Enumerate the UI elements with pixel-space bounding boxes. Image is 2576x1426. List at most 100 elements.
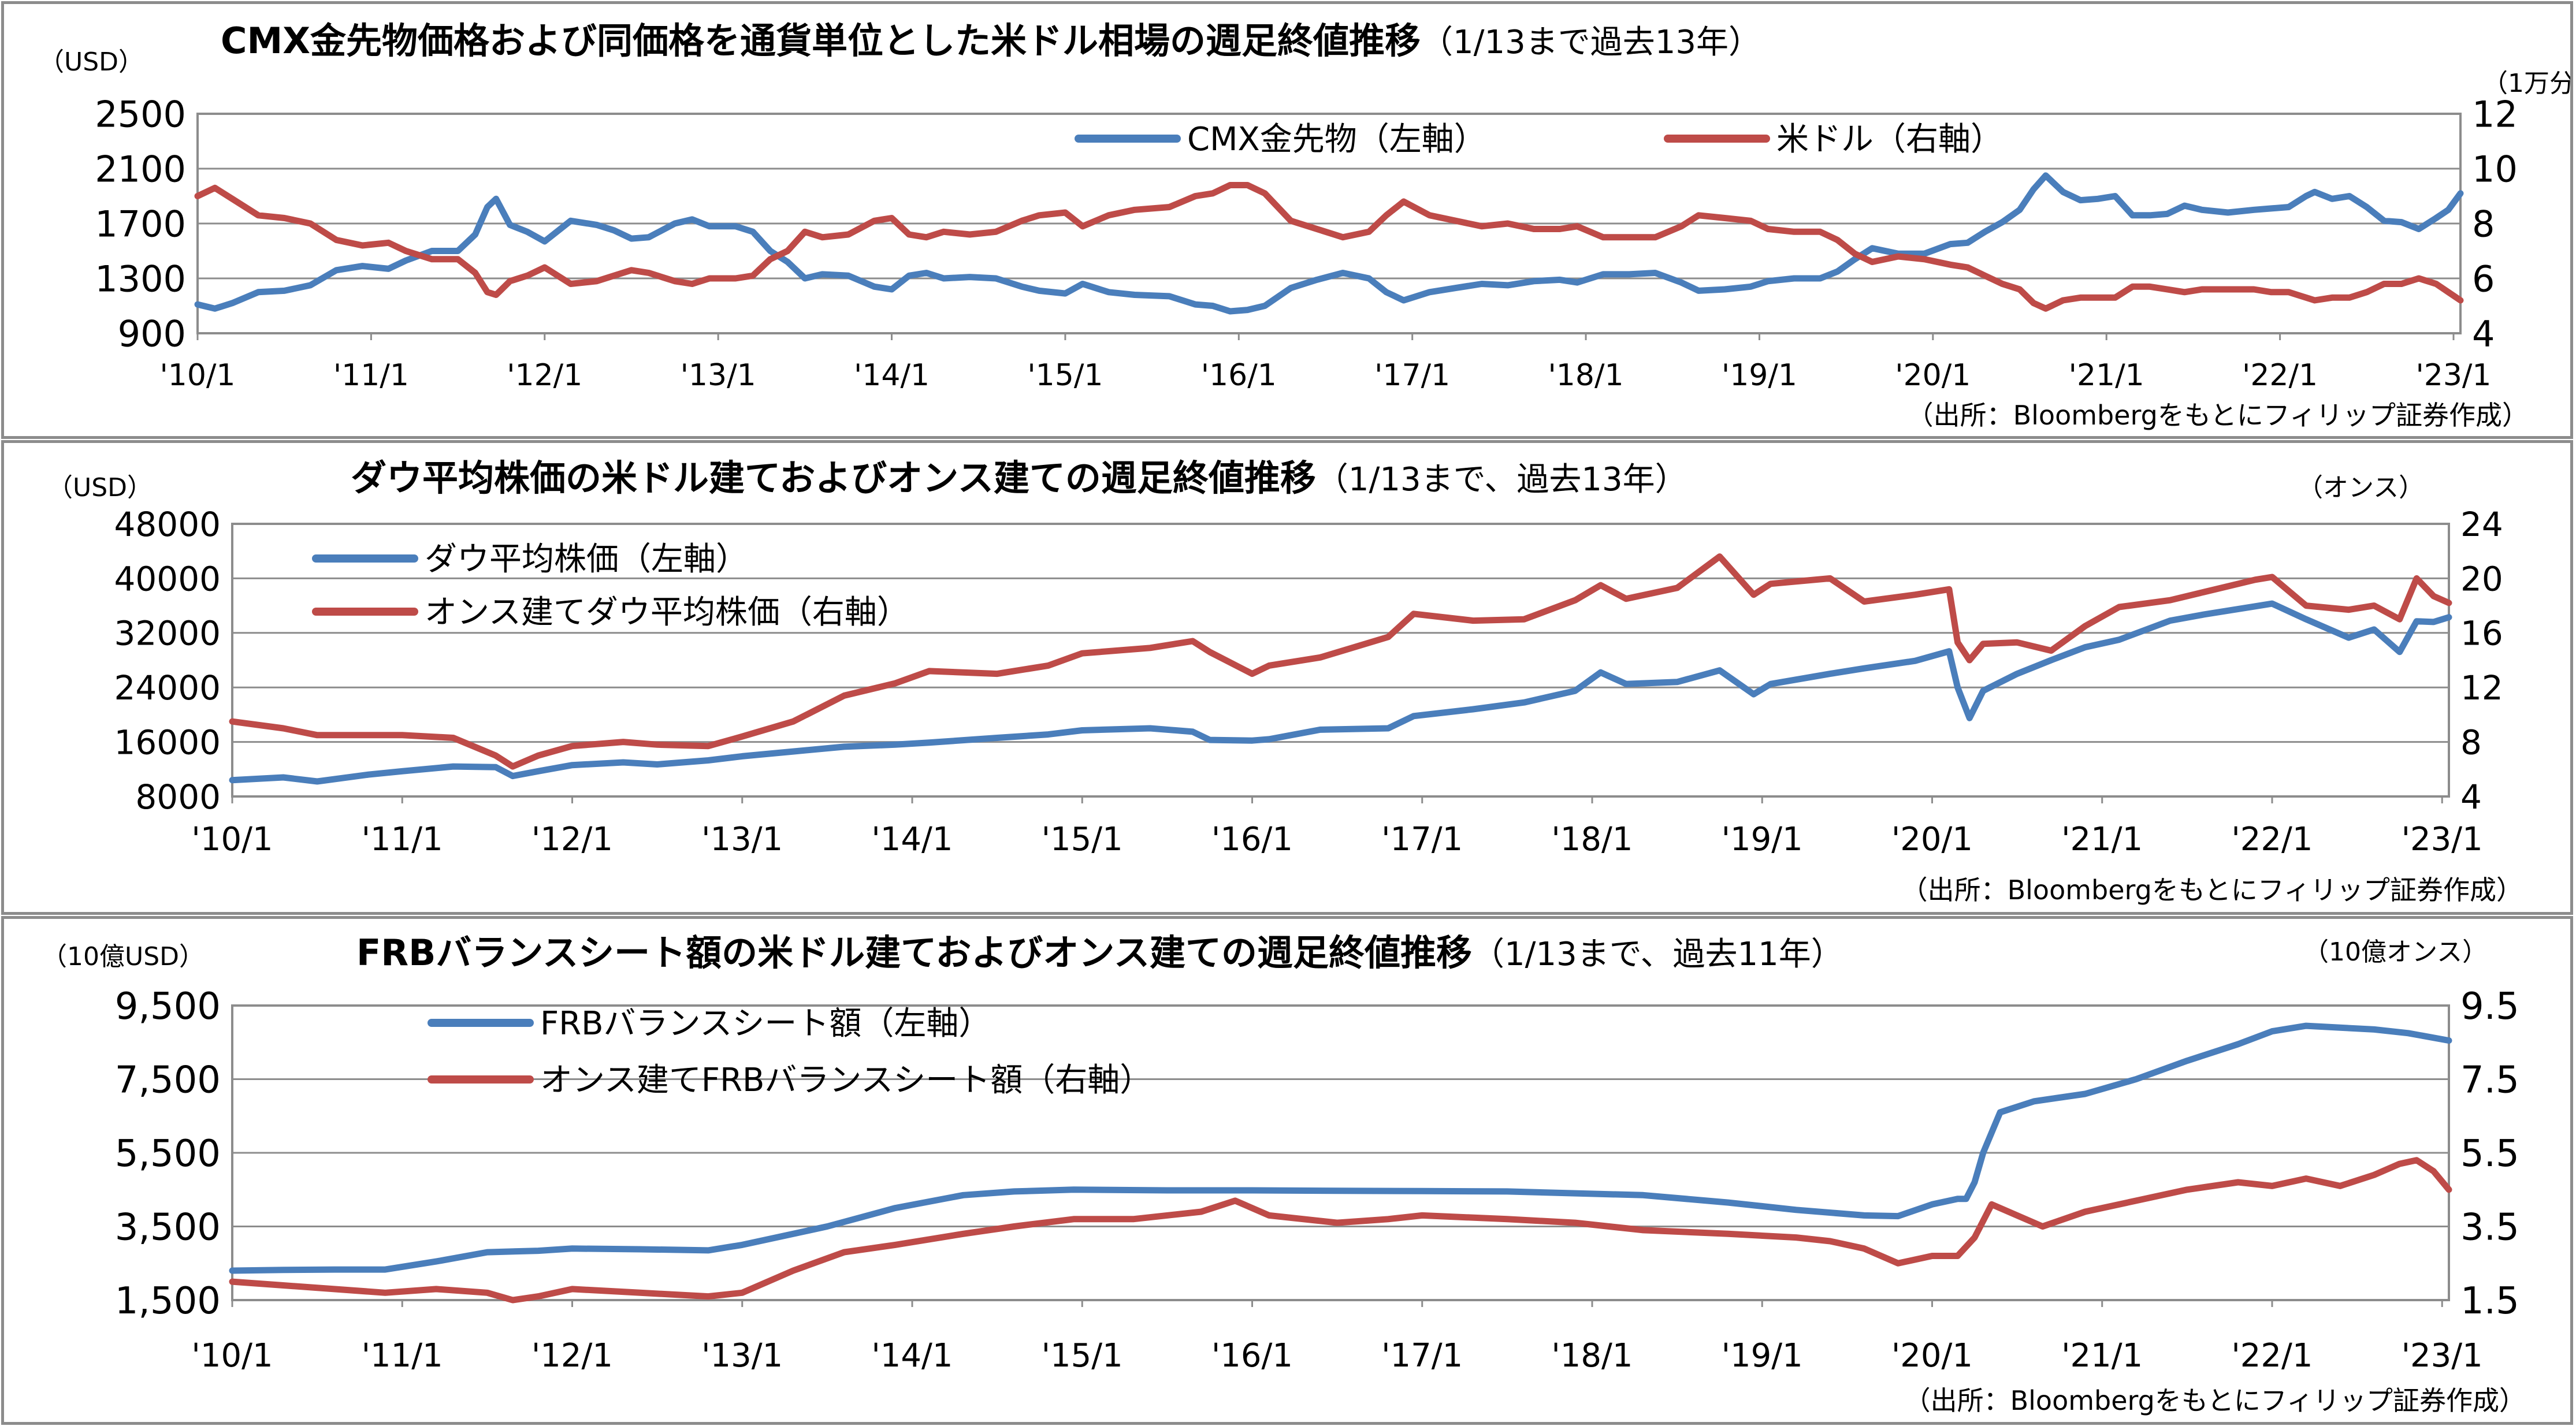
x-tick-label: '15/1 — [1042, 821, 1123, 858]
x-tick-label: '19/1 — [1722, 1337, 1803, 1375]
legend-label: FRBバランスシート額（左軸） — [540, 1005, 991, 1042]
x-tick-label: '13/1 — [701, 1337, 783, 1375]
right-tick-label: 12 — [2472, 93, 2518, 135]
chart-title: ダウ平均株価の米ドル建ておよびオンス建ての週足終値推移（1/13まで、過去13年… — [351, 457, 1687, 499]
left-tick-label: 8000 — [135, 777, 221, 817]
right-tick-label: 12 — [2460, 668, 2503, 708]
source-note: （出所：Bloombergをもとにフィリップ証券作成） — [1904, 1385, 2526, 1416]
series-line-left — [229, 600, 2452, 785]
x-tick-label: '11/1 — [362, 821, 443, 858]
chart-title-main: CMX金先物価格および同価格を通貨単位とした米ドル相場の週足終値推移 — [221, 20, 1421, 62]
left-tick-label: 1700 — [95, 203, 186, 245]
x-tick-label: '13/1 — [681, 358, 756, 393]
left-tick-label: 3,500 — [115, 1207, 221, 1249]
x-tick-label: '16/1 — [1211, 1337, 1293, 1375]
x-tick-label: '17/1 — [1374, 358, 1450, 393]
right-tick-label: 7.5 — [2460, 1059, 2519, 1102]
x-tick-label: '14/1 — [871, 821, 953, 858]
right-tick-label: 1.5 — [2460, 1280, 2519, 1323]
x-tick-label: '10/1 — [191, 1337, 273, 1375]
x-tick-label: '12/1 — [507, 358, 582, 393]
x-tick-label: '11/1 — [333, 358, 409, 393]
x-tick-label: '15/1 — [1027, 358, 1103, 393]
legend-label: CMX金先物（左軸） — [1187, 121, 1486, 158]
legend-label: ダウ平均株価（左軸） — [425, 541, 748, 578]
series-line-right — [229, 1157, 2452, 1304]
series-line-left — [194, 172, 2464, 315]
chart-title: FRBバランスシート額の米ドル建ておよびオンス建ての週足終値推移（1/13まで、… — [356, 932, 1843, 974]
gold-usd-chart: CMX金先物価格および同価格を通貨単位とした米ドル相場の週足終値推移（1/13ま… — [39, 20, 2570, 431]
left-tick-label: 7,500 — [115, 1059, 221, 1102]
x-tick-label: '22/1 — [2231, 1337, 2313, 1375]
chart-subtitle: （1/13まで過去13年） — [1421, 24, 1761, 61]
x-tick-label: '11/1 — [362, 1337, 443, 1375]
right-axis-unit: （オンス） — [2298, 473, 2424, 502]
x-tick-label: '12/1 — [531, 821, 613, 858]
x-tick-label: '16/1 — [1211, 821, 1293, 858]
series-line-right — [194, 182, 2464, 312]
right-tick-label: 3.5 — [2460, 1207, 2519, 1249]
x-tick-label: '19/1 — [1722, 358, 1797, 393]
x-tick-label: '23/1 — [2402, 821, 2483, 858]
frb-panel: FRBバランスシート額の米ドル建ておよびオンス建ての週足終値推移（1/13まで、… — [1, 916, 2573, 1425]
left-tick-label: 2500 — [95, 93, 186, 135]
x-tick-label: '14/1 — [871, 1337, 953, 1375]
right-tick-label: 4 — [2460, 777, 2482, 817]
x-tick-label: '22/1 — [2231, 821, 2313, 858]
x-tick-label: '13/1 — [701, 821, 783, 858]
x-tick-label: '10/1 — [159, 358, 235, 393]
series-line-left — [229, 1022, 2452, 1274]
x-tick-label: '18/1 — [1551, 1337, 1633, 1375]
left-tick-label: 24000 — [114, 668, 221, 708]
right-axis-unit: （10億オンス） — [2303, 937, 2488, 967]
right-tick-label: 5.5 — [2460, 1133, 2519, 1175]
left-tick-label: 48000 — [114, 505, 221, 544]
left-axis-unit: （10億USD） — [42, 942, 205, 971]
x-tick-label: '15/1 — [1042, 1337, 1123, 1375]
x-tick-label: '23/1 — [2402, 1337, 2483, 1375]
right-tick-label: 9.5 — [2460, 985, 2519, 1028]
left-tick-label: 40000 — [114, 559, 221, 598]
right-tick-label: 8 — [2472, 203, 2495, 245]
plot-area — [231, 523, 2450, 798]
left-axis-unit: （USD） — [39, 47, 144, 77]
legend-label: 米ドル（右軸） — [1776, 121, 2003, 158]
x-tick-label: '21/1 — [2061, 1337, 2143, 1375]
chart-subtitle: （1/13まで、過去11年） — [1472, 936, 1843, 973]
right-tick-label: 20 — [2460, 559, 2503, 598]
legend-label: オンス建てダウ平均株価（右軸） — [425, 594, 909, 631]
dow-chart: ダウ平均株価の米ドル建ておよびオンス建ての週足終値推移（1/13まで、過去13年… — [47, 457, 2523, 906]
left-tick-label: 1,500 — [115, 1280, 221, 1323]
x-tick-label: '20/1 — [1891, 1337, 1973, 1375]
frb-balance-chart: FRBバランスシート額の米ドル建ておよびオンス建ての週足終値推移（1/13まで、… — [42, 932, 2526, 1416]
x-tick-label: '21/1 — [2061, 821, 2143, 858]
series-line-right — [229, 553, 2452, 770]
left-tick-label: 9,500 — [115, 985, 221, 1028]
x-tick-label: '17/1 — [1381, 821, 1463, 858]
left-tick-label: 1300 — [95, 258, 186, 300]
chart-title-main: ダウ平均株価の米ドル建ておよびオンス建ての週足終値推移 — [351, 457, 1316, 499]
right-tick-label: 6 — [2472, 258, 2495, 300]
dow-panel: ダウ平均株価の米ドル建ておよびオンス建ての週足終値推移（1/13まで、過去13年… — [1, 440, 2573, 915]
legend-label: オンス建てFRBバランスシート額（右軸） — [540, 1062, 1152, 1099]
x-tick-label: '20/1 — [1891, 821, 1973, 858]
x-tick-label: '20/1 — [1895, 358, 1971, 393]
left-tick-label: 5,500 — [115, 1133, 221, 1175]
left-axis-unit: （USD） — [47, 473, 153, 502]
right-tick-label: 16 — [2460, 614, 2503, 653]
source-note: （出所：Bloombergをもとにフィリップ証券作成） — [1901, 874, 2523, 906]
left-tick-label: 2100 — [95, 148, 186, 190]
x-tick-label: '19/1 — [1722, 821, 1803, 858]
x-tick-label: '10/1 — [191, 821, 273, 858]
right-tick-label: 8 — [2460, 723, 2482, 762]
chart-title-main: FRBバランスシート額の米ドル建ておよびオンス建ての週足終値推移 — [356, 932, 1472, 974]
right-axis-unit: （1万分の1オンス） — [2482, 69, 2570, 98]
left-tick-label: 32000 — [114, 614, 221, 653]
chart-title: CMX金先物価格および同価格を通貨単位とした米ドル相場の週足終値推移（1/13ま… — [221, 20, 1761, 62]
right-tick-label: 4 — [2472, 312, 2495, 355]
x-tick-label: '14/1 — [854, 358, 930, 393]
right-tick-label: 10 — [2472, 148, 2518, 190]
x-tick-label: '18/1 — [1548, 358, 1624, 393]
left-tick-label: 900 — [118, 312, 186, 355]
x-tick-label: '22/1 — [2242, 358, 2318, 393]
